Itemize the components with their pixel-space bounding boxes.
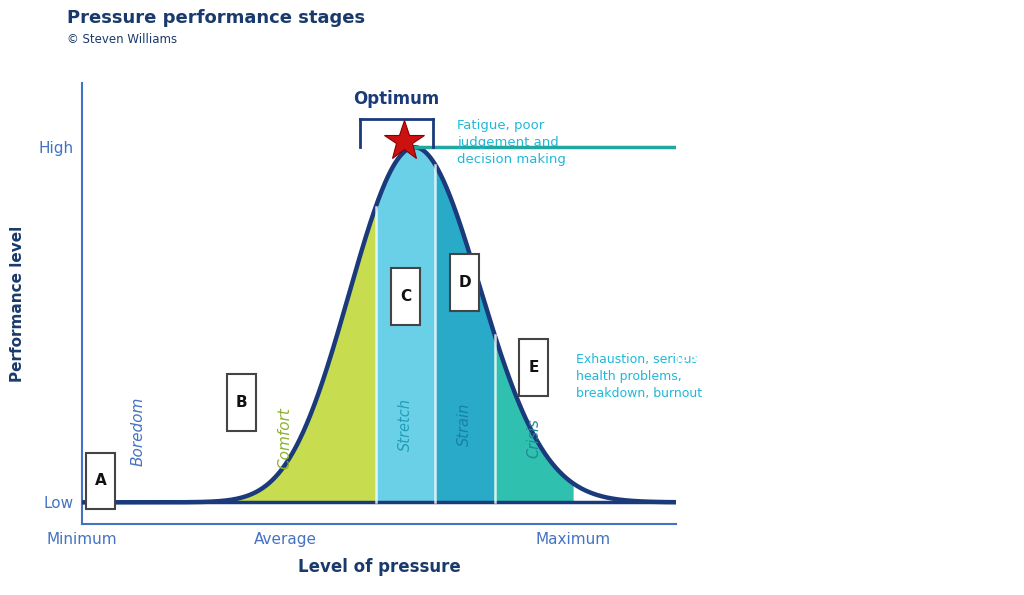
FancyBboxPatch shape: [451, 253, 479, 311]
Text: B: B: [236, 395, 247, 411]
Text: Crisis: Crisis: [526, 418, 541, 458]
FancyBboxPatch shape: [86, 453, 115, 509]
Text: Strain: Strain: [458, 402, 472, 446]
Text: Stretch: Stretch: [398, 397, 413, 450]
FancyBboxPatch shape: [391, 268, 420, 325]
Text: Pressure performance stages: Pressure performance stages: [67, 9, 365, 27]
Text: Comfort: Comfort: [278, 408, 293, 469]
Y-axis label: Performance level: Performance level: [9, 226, 25, 381]
Text: E: E: [528, 360, 539, 375]
Text: Boredom: Boredom: [131, 397, 145, 466]
Text: Exhaustion, serious
health problems,
breakdown, burnout: Exhaustion, serious health problems, bre…: [575, 353, 701, 400]
Text: Fatigue, poor
judgement and
decision making: Fatigue, poor judgement and decision mak…: [457, 119, 566, 166]
Text: A: A: [95, 474, 106, 488]
Text: Optimum: Optimum: [353, 90, 440, 108]
Text: C: C: [400, 289, 411, 304]
Text: © Steven Williams: © Steven Williams: [67, 33, 177, 46]
Text: D: D: [459, 275, 471, 290]
FancyBboxPatch shape: [227, 374, 256, 431]
FancyBboxPatch shape: [519, 339, 548, 396]
X-axis label: Level of pressure: Level of pressure: [298, 558, 460, 576]
Text: This is the optimum
place to be!  You’re
stretching yourself and
performing at a: This is the optimum place to be! You’re …: [676, 175, 863, 368]
